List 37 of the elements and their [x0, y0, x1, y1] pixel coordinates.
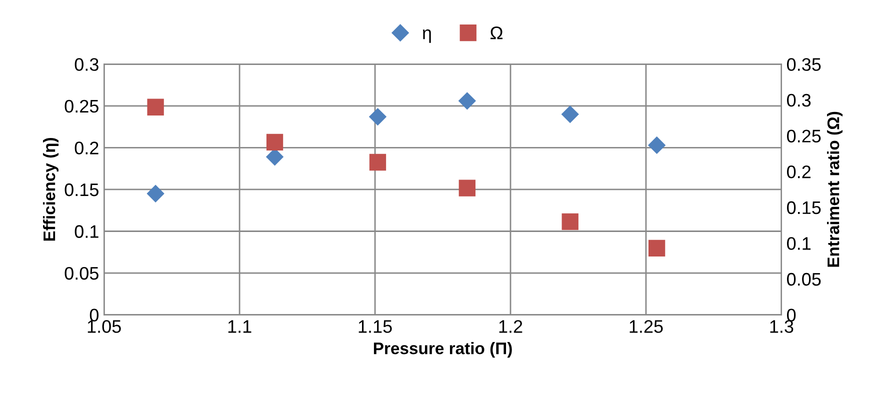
y-tick-label: 0.05	[64, 266, 98, 280]
x-tick-label: 1.05	[88, 320, 121, 333]
y-tick-label: 0	[90, 308, 99, 322]
y2-tick-label: 0.15	[787, 201, 821, 214]
y-tick-label: 0.1	[74, 225, 98, 238]
y-tick-label: 0.25	[64, 100, 98, 113]
point	[648, 136, 666, 154]
point	[369, 108, 386, 126]
point	[147, 185, 164, 202]
y2-tick-label: 0.35	[787, 58, 821, 71]
y2-tick-label: 0.3	[787, 94, 811, 107]
y2-tick-label: 0	[787, 308, 796, 322]
y-tick-label: 0.2	[74, 142, 98, 154]
point	[458, 180, 476, 196]
y-tick-label: 0.15	[64, 183, 98, 196]
point	[147, 98, 164, 116]
point	[648, 240, 666, 257]
y-tick-label: 0.3	[74, 58, 98, 71]
y-axis-title: Efficiency (η)	[42, 138, 59, 241]
x-axis-title: Pressure ratio (Π)	[374, 342, 512, 358]
legend-label: Ω	[490, 26, 503, 40]
y2-tick-label: 0.2	[787, 166, 811, 178]
point	[562, 106, 579, 123]
x-tick-label: 1.3	[770, 320, 794, 333]
x-tick-label: 1.2	[499, 320, 522, 333]
point	[266, 134, 284, 151]
legend-label: η	[422, 29, 431, 43]
point	[562, 213, 578, 230]
y2-tick-label: 0.05	[787, 272, 821, 286]
point	[369, 154, 386, 171]
x-tick-label: 1.25	[630, 320, 663, 333]
y2-tick-label: 0.25	[787, 130, 821, 142]
x-tick-label: 1.1	[228, 320, 252, 333]
y2-tick-label: 0.1	[787, 237, 811, 250]
point	[458, 92, 476, 110]
y2-axis-title: Entraiment ratio (Ω)	[827, 112, 843, 267]
x-tick-label: 1.15	[358, 320, 392, 333]
